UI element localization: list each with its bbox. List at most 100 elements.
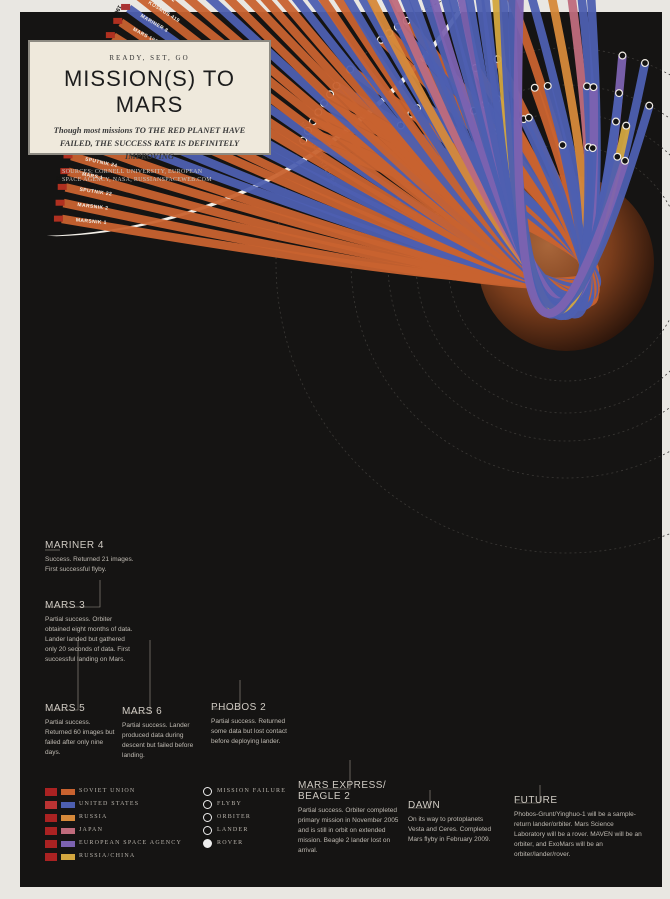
legend-agency-label: UNITED STATES bbox=[79, 801, 140, 807]
title-kicker: READY, SET, GO bbox=[109, 54, 190, 62]
mission-label: MARS 1 bbox=[81, 172, 103, 182]
legend-outcome-label: MISSION FAILURE bbox=[217, 788, 287, 794]
note-dawn: DAWN On its way to protoplanets Vesta an… bbox=[408, 800, 500, 845]
mission-flag bbox=[60, 168, 70, 175]
leader-dawn bbox=[408, 790, 431, 809]
note-body: Phobos-Grunt/Yinghuo-1 will be a sample-… bbox=[514, 811, 642, 858]
legend-flag bbox=[45, 788, 57, 796]
mission-arc-group: EXOMARS bbox=[513, 0, 630, 318]
legend-outcome-label: LANDER bbox=[217, 827, 249, 833]
note-mars-express: MARS EXPRESS/ BEAGLE 2 Partial success. … bbox=[298, 780, 408, 856]
legend-marker bbox=[203, 787, 212, 796]
ring-mission-failure bbox=[275, 0, 670, 554]
legend-outcome-label: ROVER bbox=[217, 840, 244, 846]
mission-flag bbox=[63, 152, 73, 159]
mission-flag bbox=[113, 17, 123, 24]
mission-arc bbox=[508, 0, 654, 311]
note-body: Success. Returned 21 images. First succe… bbox=[45, 556, 134, 573]
legend-swatch bbox=[61, 828, 75, 834]
legend-outcome-row: MISSION FAILURE bbox=[203, 787, 303, 797]
note-heading: DAWN bbox=[408, 800, 441, 811]
mission-arc-group: MAVEN bbox=[508, 0, 654, 311]
mission-endpoint bbox=[645, 101, 654, 110]
mission-endpoint bbox=[530, 83, 539, 92]
mission-flag bbox=[55, 199, 65, 206]
legend-agency-row: EUROPEAN SPACE AGENCY bbox=[45, 839, 205, 849]
note-heading: MARS 3 bbox=[45, 600, 86, 611]
legend-outcome-row: FLYBY bbox=[203, 800, 303, 810]
leader-mex bbox=[300, 760, 351, 790]
legend-agency-row: UNITED STATES bbox=[45, 800, 205, 810]
sources-note: SOURCES: CORNELL UNIVERSITY, EUROPEAN SP… bbox=[62, 169, 212, 183]
legend-agency-row: RUSSIA bbox=[45, 813, 205, 823]
note-body: Partial success. Returned 60 images but … bbox=[45, 719, 115, 756]
legend-outcome-label: ORBITER bbox=[217, 814, 252, 820]
mission-endpoint bbox=[618, 51, 627, 60]
legend-marker bbox=[203, 800, 212, 809]
legend-outcome-label: FLYBY bbox=[217, 801, 243, 807]
mission-endpoint bbox=[558, 141, 567, 150]
mission-endpoint bbox=[588, 144, 597, 153]
mission-endpoint bbox=[620, 156, 629, 165]
mission-endpoint bbox=[622, 121, 631, 130]
leader-mars6 bbox=[125, 640, 151, 714]
legend-agency-row: SOVIET UNION bbox=[45, 787, 205, 797]
legend-agency-label: EUROPEAN SPACE AGENCY bbox=[79, 840, 182, 846]
legend-flag bbox=[45, 827, 57, 835]
legend-swatch bbox=[61, 802, 75, 808]
legend-flag bbox=[45, 814, 57, 822]
mission-label: MARSNIK 1 bbox=[76, 217, 108, 226]
note-body: Partial success. Orbiter completed prima… bbox=[298, 807, 399, 854]
note-mariner4: MARINER 4 Success. Returned 21 images. F… bbox=[45, 540, 135, 575]
note-body: Partial success. Lander produced data du… bbox=[122, 722, 194, 759]
mission-label: SPUTNIK 22 bbox=[79, 187, 112, 198]
year-label: 1961 bbox=[53, 175, 61, 188]
mission-flag bbox=[57, 183, 67, 190]
legend-marker bbox=[203, 813, 212, 822]
mission-endpoint bbox=[613, 152, 622, 161]
legend-agency-label: RUSSIA bbox=[79, 814, 108, 820]
leader-phobos2 bbox=[212, 680, 241, 710]
note-phobos2: PHOBOS 2 Partial success. Returned some … bbox=[211, 702, 291, 747]
legend-swatch bbox=[61, 854, 75, 860]
legend-outcome-row: ROVER bbox=[203, 839, 303, 849]
mission-flag bbox=[105, 32, 115, 39]
note-body: On its way to protoplanets Vesta and Cer… bbox=[408, 816, 492, 843]
mission-flag bbox=[53, 215, 63, 222]
legend-flag bbox=[45, 801, 57, 809]
leader-mars3 bbox=[45, 580, 101, 608]
mission-endpoint bbox=[524, 113, 533, 122]
note-heading: FUTURE bbox=[514, 795, 558, 806]
mission-endpoint bbox=[615, 89, 624, 98]
legend-agency-label: JAPAN bbox=[79, 827, 104, 833]
page-subtitle: Though most missions TO THE RED PLANET H… bbox=[53, 125, 246, 161]
note-heading: MARS EXPRESS/ BEAGLE 2 bbox=[298, 780, 387, 802]
legend-outcome-row: ORBITER bbox=[203, 813, 303, 823]
mission-flag bbox=[121, 3, 131, 10]
legend-agency-row: JAPAN bbox=[45, 826, 205, 836]
legend-flag bbox=[45, 840, 57, 848]
note-mars3: MARS 3 Partial success. Orbiter obtained… bbox=[45, 600, 137, 665]
legend-agency-row: RUSSIA/CHINA bbox=[45, 852, 205, 862]
note-mars5: MARS 5 Partial success. Returned 60 imag… bbox=[45, 703, 117, 758]
note-heading: MARINER 4 bbox=[45, 540, 104, 551]
mission-endpoint bbox=[589, 83, 598, 92]
legend-marker bbox=[203, 826, 212, 835]
note-mars6: MARS 6 Partial success. Lander produced … bbox=[122, 706, 200, 761]
legend-agency-label: RUSSIA/CHINA bbox=[79, 853, 136, 859]
legend-swatch bbox=[61, 841, 75, 847]
legend-outcome-row: LANDER bbox=[203, 826, 303, 836]
mission-label: MARSNIK 2 bbox=[77, 202, 109, 212]
note-future: FUTURE Phobos-Grunt/Yinghuo-1 will be a … bbox=[514, 795, 642, 860]
mission-endpoint bbox=[543, 81, 552, 90]
note-heading: MARS 6 bbox=[122, 706, 163, 717]
legend-flag bbox=[45, 853, 57, 861]
legend-swatch bbox=[61, 789, 75, 795]
legend: SOVIET UNION UNITED STATES RUSSIA JAPAN EURO… bbox=[45, 787, 285, 867]
year-label: 1969 bbox=[111, 4, 122, 18]
note-heading: PHOBOS 2 bbox=[211, 702, 267, 713]
note-body: Partial success. Returned some data but … bbox=[211, 718, 287, 745]
